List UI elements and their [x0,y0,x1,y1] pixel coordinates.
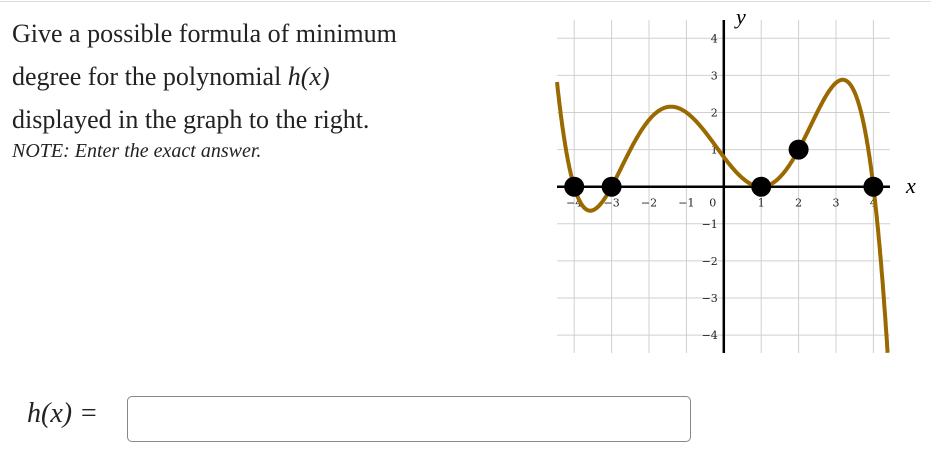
answer-input[interactable] [127,396,691,442]
question-line-3: displayed in the graph to the right. [12,105,370,134]
graph-point [601,176,622,197]
x-tick-label: 0 [709,197,716,210]
question-text: Give a possible formula of minimum degre… [12,12,397,141]
y-tick-label: −2 [702,255,718,268]
y-tick-label: 1 [711,144,718,157]
y-tick-label: 3 [711,69,718,82]
graph-point [788,139,809,160]
x-tick-label: −3 [603,197,619,210]
graph-point [564,176,585,197]
y-tick-label: −4 [702,329,718,342]
x-tick-label: 2 [795,197,802,210]
answer-label-text: h(x) = [27,398,98,429]
x-tick-label: 1 [758,197,765,210]
function-name: h(x) [287,62,330,91]
y-tick-label: −1 [702,218,718,231]
y-axis-label: y [734,4,746,29]
polynomial-curve [555,77,890,353]
graph-point [751,176,772,197]
top-divider [0,1,931,2]
x-tick-label: −1 [678,197,694,210]
y-tick-label: 2 [711,107,718,120]
note-text: NOTE: Enter the exact answer. [12,140,262,162]
graph-point [863,176,884,197]
x-axis-label: x [905,173,916,198]
y-tick-label: −3 [702,292,718,305]
question-line-1: Give a possible formula of minimum [12,19,397,48]
answer-label: h(x) = [27,398,98,430]
x-tick-label: 3 [833,197,840,210]
x-tick-label: −2 [641,197,657,210]
y-tick-label: 4 [711,32,718,45]
question-line-2-text: degree for the polynomial [12,62,288,91]
question-line-2: degree for the polynomial h(x) [12,55,397,98]
